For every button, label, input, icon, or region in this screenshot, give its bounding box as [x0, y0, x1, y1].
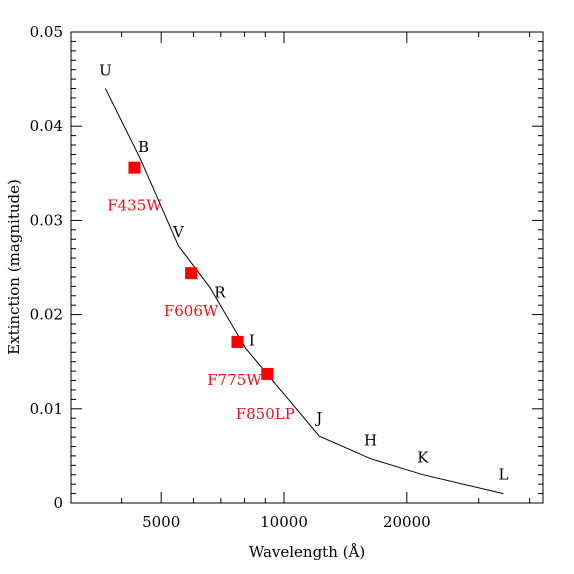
plot-frame: [70, 31, 544, 504]
filter-label-f606w: F606W: [164, 302, 219, 320]
y-tick-label: 0.02: [30, 306, 63, 324]
x-tick-labels: 5000 10000 20000: [142, 513, 431, 531]
x-tick-label: 20000: [383, 513, 431, 531]
band-label-j: J: [314, 409, 322, 427]
y-tick-label: 0.01: [30, 400, 63, 418]
filter-labels: F435W F606W F775W F850LP: [107, 197, 295, 423]
y-tick-label: 0: [53, 494, 63, 512]
y-tick-label: 0.05: [30, 23, 63, 41]
y-tick-label: 0.03: [30, 211, 63, 229]
band-label-k: K: [417, 449, 429, 467]
marker-f435w: [128, 161, 141, 174]
band-label-b: B: [138, 138, 149, 156]
y-axis-label: Extinction (magnitude): [5, 179, 23, 355]
band-label-v: V: [172, 223, 185, 241]
filter-label-f775w: F775W: [207, 371, 262, 389]
x-tick-label: 10000: [260, 513, 308, 531]
marker-f850lp: [261, 367, 274, 380]
band-label-r: R: [214, 283, 226, 301]
extinction-curve: [104, 88, 504, 495]
band-label-l: L: [498, 466, 508, 484]
band-label-i: I: [249, 332, 255, 350]
marker-f775w: [231, 335, 244, 348]
axis-ticks: [71, 31, 543, 504]
filter-label-f850lp: F850LP: [236, 405, 295, 423]
band-label-u: U: [99, 62, 112, 80]
y-tick-labels: 0 0.01 0.02 0.03 0.04 0.05: [30, 23, 63, 512]
marker-f606w: [185, 267, 198, 280]
filter-markers: [128, 161, 274, 380]
filter-label-f435w: F435W: [107, 197, 162, 215]
y-tick-label: 0.04: [30, 117, 63, 135]
band-labels: U B V R I J H K L: [99, 62, 508, 484]
band-label-h: H: [364, 432, 377, 450]
x-axis-label: Wavelength (Å): [249, 543, 365, 561]
x-tick-label: 5000: [142, 513, 180, 531]
